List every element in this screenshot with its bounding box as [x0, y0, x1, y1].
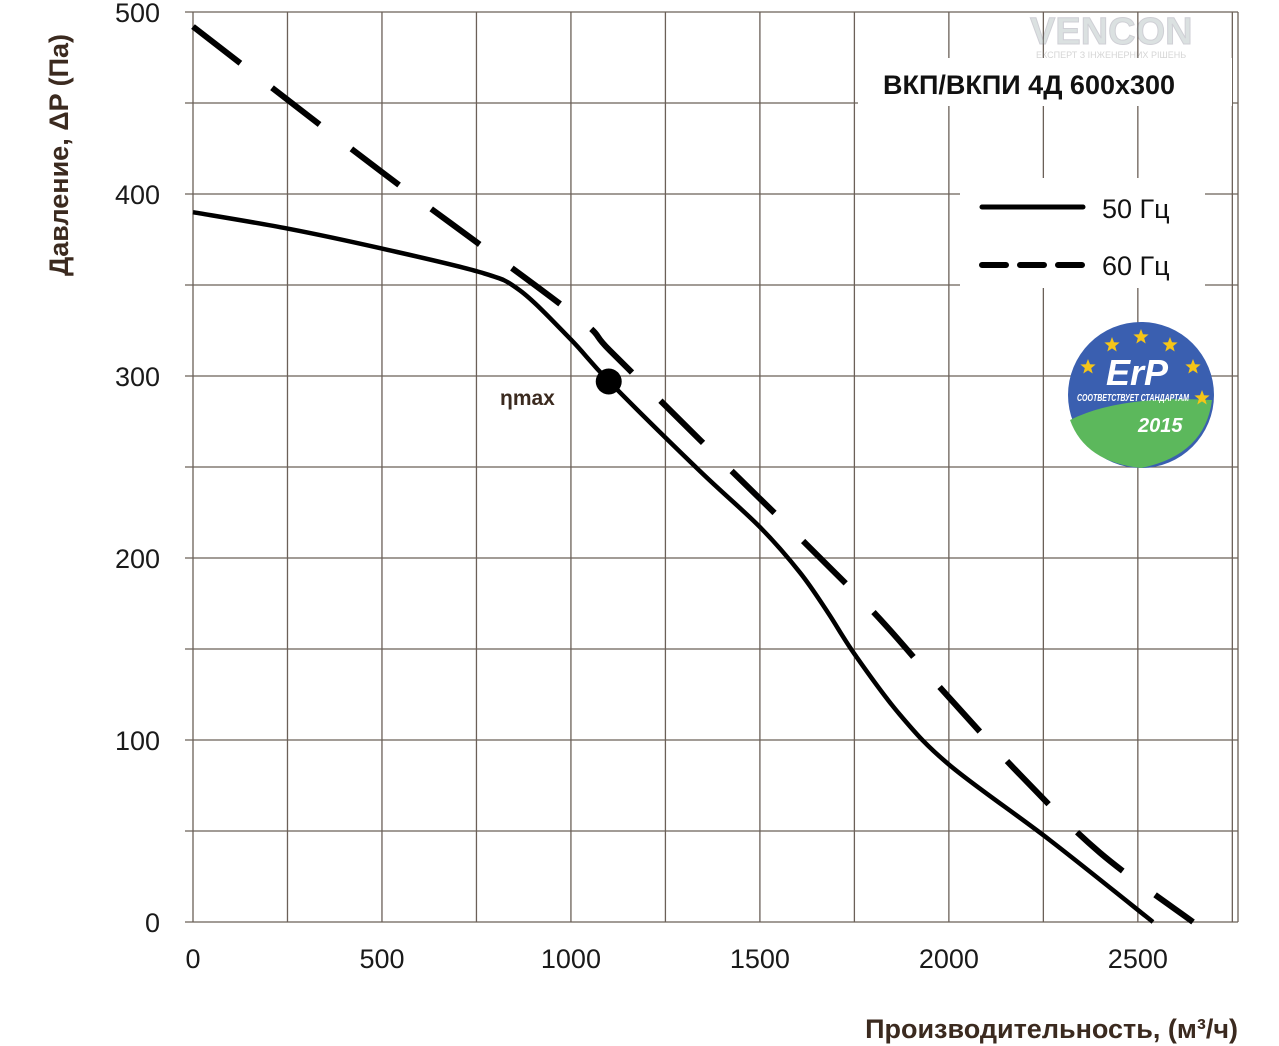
x-tick-label: 1500 [730, 944, 790, 974]
tick-labels: 0 500 1000 1500 2000 2500 0 100 200 300 400 500 [115, 0, 1168, 974]
y-tick-label: 300 [115, 362, 160, 392]
grid [185, 11, 1239, 923]
x-tick-label: 500 [359, 944, 404, 974]
erp-badge: ErP СООТВЕТСТВУЕТ СТАНДАРТАМ 2015 [1068, 322, 1214, 468]
y-tick-label: 100 [115, 726, 160, 756]
x-tick-label: 1000 [541, 944, 601, 974]
curves [191, 24, 1195, 925]
vencon-logo: VENCON ЕКСПЕРТ З ІНЖЕНЕРНИХ РІШЕНЬ [1030, 11, 1194, 61]
erp-badge-stars [1080, 329, 1210, 405]
x-tick-label: 2500 [1108, 944, 1168, 974]
x-tick-label: 0 [185, 944, 200, 974]
vencon-tagline: ЕКСПЕРТ З ІНЖЕНЕРНИХ РІШЕНЬ [1036, 50, 1186, 60]
eta-max-label: ηmax [500, 387, 555, 410]
erp-badge-leaf [1070, 399, 1212, 468]
erp-badge-title: ErP [1106, 352, 1169, 393]
vencon-logo-text: VENCON [1030, 11, 1193, 53]
x-tick-label: 2000 [919, 944, 979, 974]
legend-label-50hz: 50 Гц [1102, 194, 1170, 224]
star-icon [1185, 359, 1201, 374]
star-icon [1080, 359, 1096, 374]
x-axis-label: Производительность, (м³/ч) [865, 1014, 1238, 1044]
star-icon [1104, 337, 1120, 352]
y-axis-label: Давление, ΔP (Па) [44, 34, 74, 276]
series-50hz-curve [192, 209, 1155, 924]
star-icon [1133, 329, 1149, 344]
y-tick-label: 200 [115, 544, 160, 574]
y-tick-label: 500 [115, 0, 160, 28]
legend: 50 Гц 60 Гц [979, 194, 1170, 281]
legend-background [960, 178, 1205, 288]
series-60hz-curve [191, 24, 1195, 925]
star-icon [1194, 390, 1210, 405]
legend-label-60hz: 60 Гц [1102, 251, 1170, 281]
erp-badge-year: 2015 [1137, 415, 1183, 437]
erp-badge-text: СООТВЕТСТВУЕТ СТАНДАРТАМ [1077, 393, 1189, 404]
y-tick-label: 400 [115, 180, 160, 210]
chart-title: ВКП/ВКПИ 4Д 600x300 [883, 70, 1175, 100]
eta-max-point [595, 368, 622, 395]
star-icon [1162, 337, 1178, 352]
title-background [858, 58, 1232, 106]
y-tick-label: 0 [145, 908, 160, 938]
